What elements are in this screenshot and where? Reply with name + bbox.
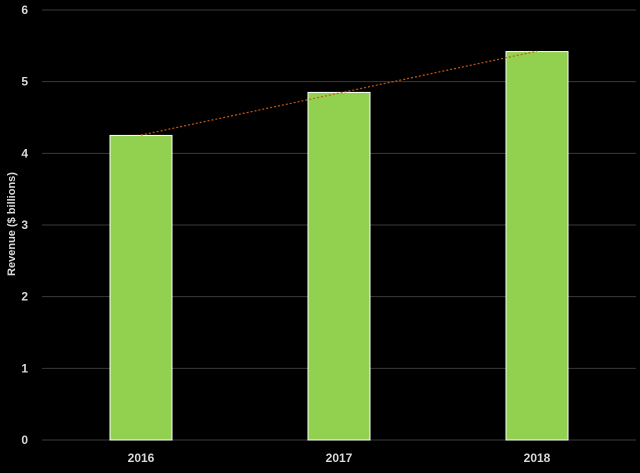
y-tick-label: 3: [21, 218, 28, 232]
y-tick-label: 5: [21, 75, 28, 89]
y-tick-label: 2: [21, 290, 28, 304]
bar-2017: [307, 91, 371, 441]
x-tick-label: 2018: [524, 451, 551, 465]
bars: [109, 51, 569, 441]
y-tick-label: 1: [21, 361, 28, 375]
y-tick-label: 6: [21, 3, 28, 17]
y-axis-ticks: 0 1 2 3 4 5 6: [21, 3, 28, 447]
trendline-group: [140, 50, 538, 136]
y-tick-label: 4: [21, 146, 28, 160]
x-tick-label: 2017: [326, 451, 353, 465]
y-tick-label: 0: [21, 433, 28, 447]
bar-2018: [505, 51, 569, 441]
y-axis-title: Revenue ($ billions): [6, 172, 18, 276]
x-axis-ticks: 2016 2017 2018: [128, 451, 551, 465]
bar-2016: [109, 134, 173, 441]
x-tick-label: 2016: [128, 451, 155, 465]
trendline: [140, 50, 538, 136]
